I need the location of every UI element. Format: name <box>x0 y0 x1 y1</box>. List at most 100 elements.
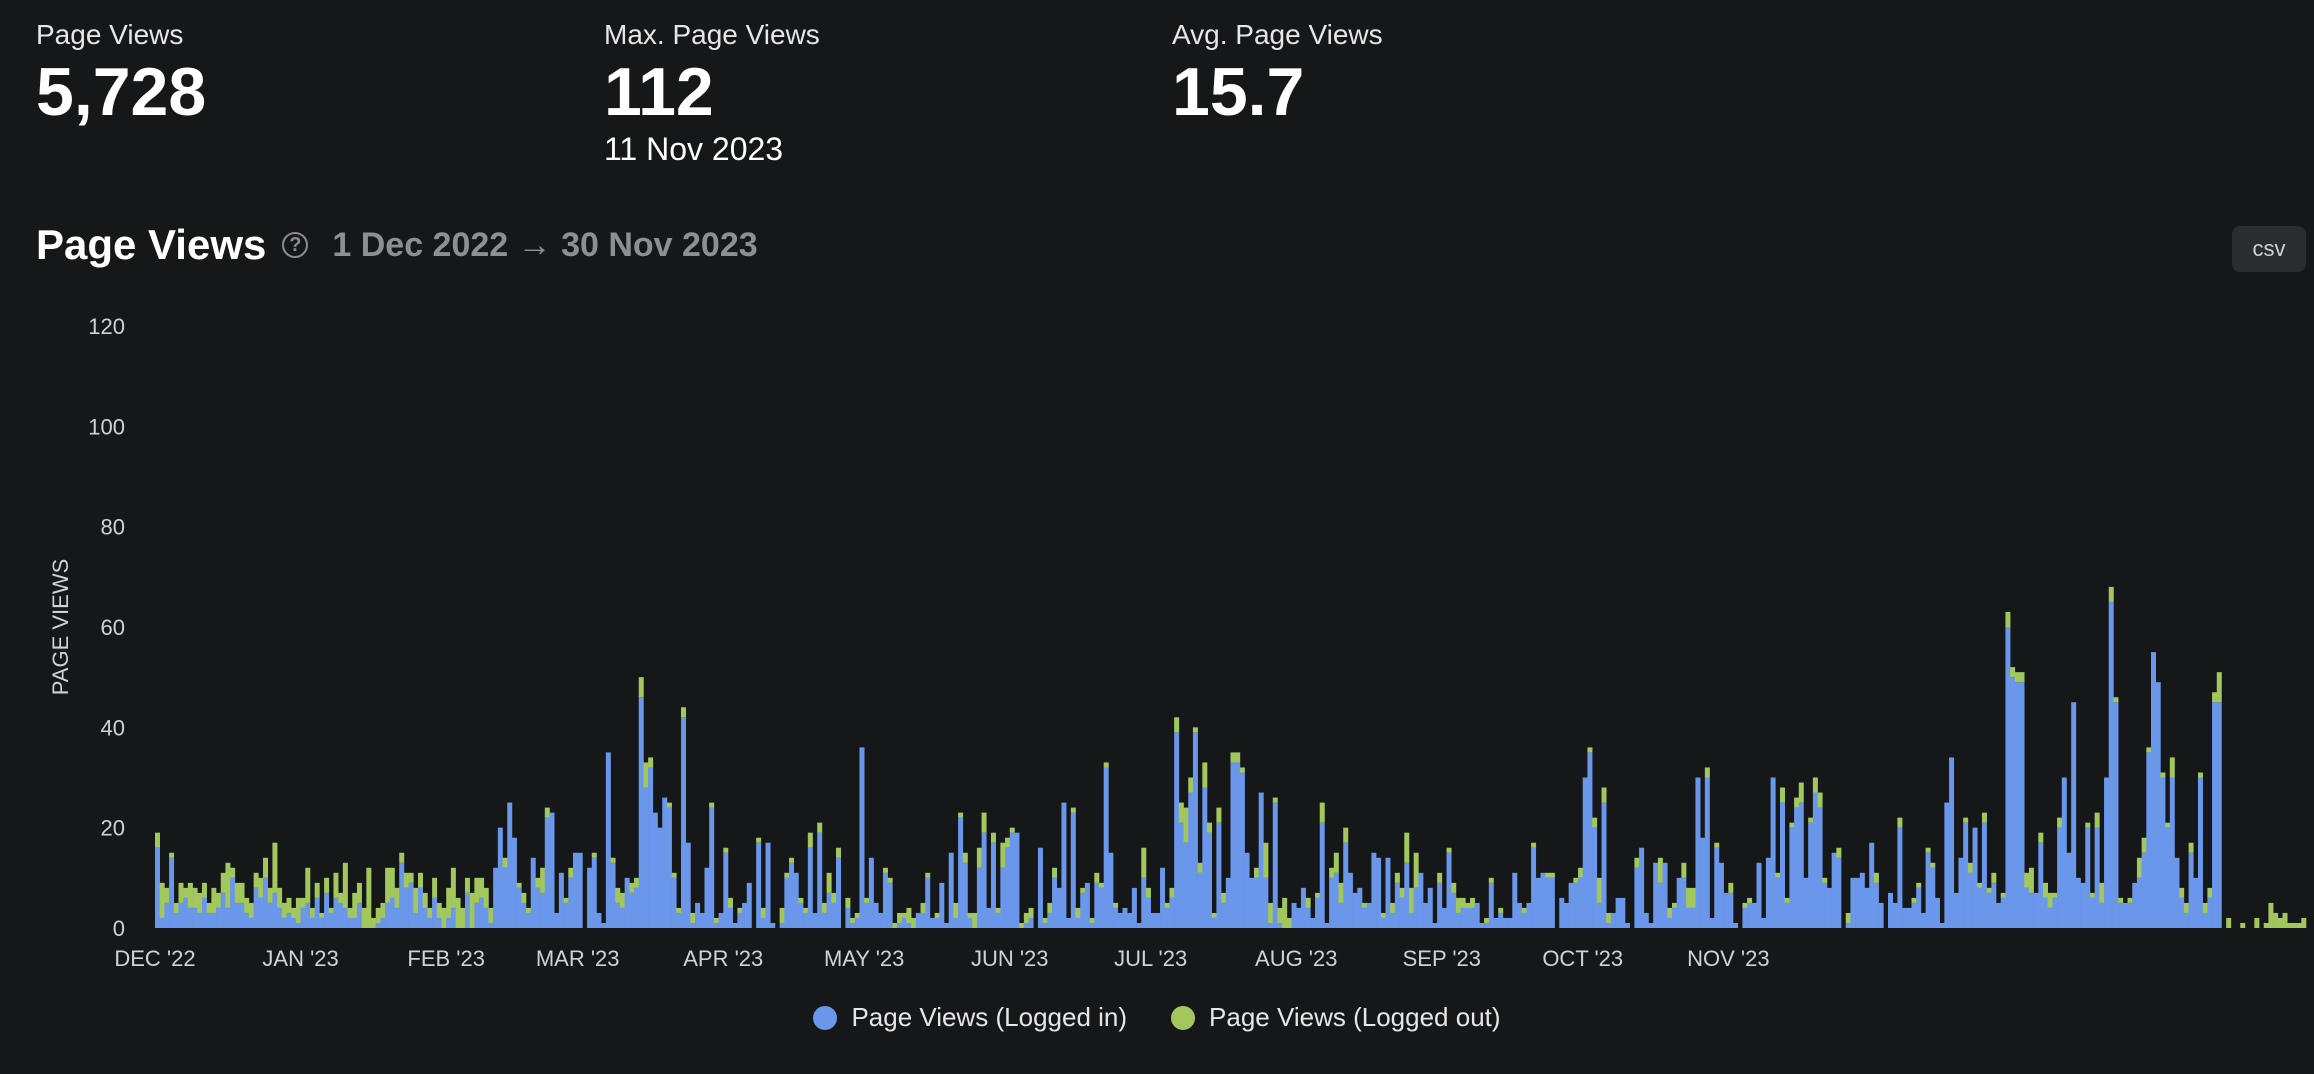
bar-logged-in[interactable] <box>850 922 856 928</box>
bar-logged-out[interactable] <box>638 677 644 698</box>
bar-logged-out[interactable] <box>906 907 912 923</box>
bar-logged-out[interactable] <box>2089 892 2095 898</box>
bar-logged-out[interactable] <box>1451 882 1457 893</box>
bar-logged-in[interactable] <box>1333 872 1339 928</box>
bar-logged-out[interactable] <box>2141 837 2147 853</box>
bar-logged-in[interactable] <box>793 872 799 928</box>
bar-logged-out[interactable] <box>258 877 264 898</box>
bar-logged-out[interactable] <box>1005 837 1011 848</box>
bar-logged-in[interactable] <box>300 907 306 928</box>
bar-logged-in[interactable] <box>1075 917 1081 928</box>
bar-logged-in[interactable] <box>1920 912 1926 928</box>
bar-logged-in[interactable] <box>1437 882 1443 928</box>
bar-logged-out[interactable] <box>1216 807 1222 823</box>
bar-logged-out[interactable] <box>817 822 823 833</box>
bar-logged-in[interactable] <box>803 912 809 928</box>
bar-logged-in[interactable] <box>812 912 818 928</box>
bar-logged-out[interactable] <box>2014 672 2020 683</box>
bar-logged-in[interactable] <box>2104 777 2110 929</box>
bar-logged-in[interactable] <box>422 907 428 928</box>
bar-logged-out[interactable] <box>291 907 297 918</box>
bar-logged-out[interactable] <box>1817 792 1823 808</box>
bar-logged-out[interactable] <box>1000 842 1006 868</box>
bar-logged-in[interactable] <box>1925 852 1931 928</box>
bar-logged-out[interactable] <box>225 862 231 908</box>
bar-logged-out[interactable] <box>591 852 597 858</box>
bar-logged-in[interactable] <box>1859 872 1865 928</box>
bar-logged-out[interactable] <box>300 897 306 908</box>
bar-logged-in[interactable] <box>1094 882 1100 928</box>
bar-logged-in[interactable] <box>835 857 841 928</box>
bar-logged-in[interactable] <box>1277 922 1283 928</box>
bar-logged-in[interactable] <box>530 857 536 928</box>
bar-logged-in[interactable] <box>1803 877 1809 928</box>
bar-logged-in[interactable] <box>629 892 635 928</box>
bar-logged-out[interactable] <box>887 877 893 883</box>
bar-logged-in[interactable] <box>845 907 851 928</box>
bar-logged-in[interactable] <box>634 887 640 928</box>
bar-logged-out[interactable] <box>338 892 344 903</box>
bar-logged-out[interactable] <box>328 907 334 913</box>
bar-logged-in[interactable] <box>1718 862 1724 928</box>
bar-logged-out[interactable] <box>319 912 325 918</box>
bar-logged-in[interactable] <box>770 922 776 928</box>
bar-logged-in[interactable] <box>671 877 677 928</box>
bar-logged-out[interactable] <box>1329 867 1335 878</box>
bar-logged-in[interactable] <box>1362 907 1367 928</box>
bar-logged-in[interactable] <box>1225 877 1231 928</box>
bar-logged-in[interactable] <box>737 912 743 928</box>
bar-logged-out[interactable] <box>835 847 841 858</box>
bar-logged-in[interactable] <box>1934 897 1940 928</box>
bar-logged-in[interactable] <box>1441 907 1447 928</box>
bar-logged-in[interactable] <box>1911 902 1917 928</box>
bar-logged-out[interactable] <box>756 837 762 843</box>
bar-logged-in[interactable] <box>272 892 278 928</box>
bar-logged-out[interactable] <box>723 847 729 853</box>
bar-logged-in[interactable] <box>789 862 795 928</box>
bar-logged-in[interactable] <box>1347 872 1353 928</box>
legend-item-logged-in[interactable]: Page Views (Logged in) <box>813 1002 1127 1033</box>
bar-logged-in[interactable] <box>1037 847 1043 928</box>
bar-logged-in[interactable] <box>1625 922 1631 928</box>
bar-logged-out[interactable] <box>422 892 428 908</box>
bar-logged-in[interactable] <box>2118 902 2124 928</box>
bar-logged-out[interactable] <box>1394 872 1400 883</box>
bar-logged-in[interactable] <box>1258 792 1264 928</box>
bar-logged-out[interactable] <box>2240 922 2246 928</box>
bar-logged-out[interactable] <box>2216 672 2222 703</box>
bar-logged-in[interactable] <box>1540 872 1546 928</box>
bar-logged-out[interactable] <box>1239 767 1245 773</box>
bar-logged-out[interactable] <box>1202 762 1208 788</box>
bar-logged-in[interactable] <box>1916 887 1922 928</box>
bar-logged-in[interactable] <box>601 922 607 928</box>
bar-logged-in[interactable] <box>1357 887 1363 928</box>
bar-logged-in[interactable] <box>1446 852 1452 928</box>
bar-logged-in[interactable] <box>1319 822 1325 928</box>
bar-logged-in[interactable] <box>1794 807 1800 928</box>
bar-logged-out[interactable] <box>483 887 489 908</box>
bar-logged-in[interactable] <box>267 902 273 928</box>
bar-logged-in[interactable] <box>2127 902 2133 928</box>
bar-logged-out[interactable] <box>2282 912 2288 928</box>
bar-logged-in[interactable] <box>742 902 748 928</box>
bar-logged-in[interactable] <box>1056 887 1062 928</box>
bar-logged-in[interactable] <box>986 907 992 928</box>
bar-logged-out[interactable] <box>1070 807 1076 813</box>
bar-logged-out[interactable] <box>1742 902 1748 908</box>
bar-logged-out[interactable] <box>1268 902 1274 923</box>
bar-logged-in[interactable] <box>408 882 414 928</box>
bar-logged-in[interactable] <box>1493 917 1499 928</box>
bar-logged-out[interactable] <box>1671 902 1677 908</box>
bar-logged-out[interactable] <box>803 907 809 913</box>
bar-logged-out[interactable] <box>1455 897 1461 913</box>
bar-logged-in[interactable] <box>1207 832 1213 928</box>
bar-logged-in[interactable] <box>1582 777 1588 929</box>
bar-logged-out[interactable] <box>464 877 470 893</box>
bar-logged-in[interactable] <box>544 817 550 928</box>
bar-logged-out[interactable] <box>164 887 170 903</box>
bar-logged-in[interactable] <box>1155 912 1161 928</box>
bar-logged-out[interactable] <box>2212 692 2218 703</box>
bar-logged-in[interactable] <box>1902 907 1908 928</box>
bar-logged-in[interactable] <box>394 907 400 928</box>
bar-logged-in[interactable] <box>1817 807 1823 928</box>
